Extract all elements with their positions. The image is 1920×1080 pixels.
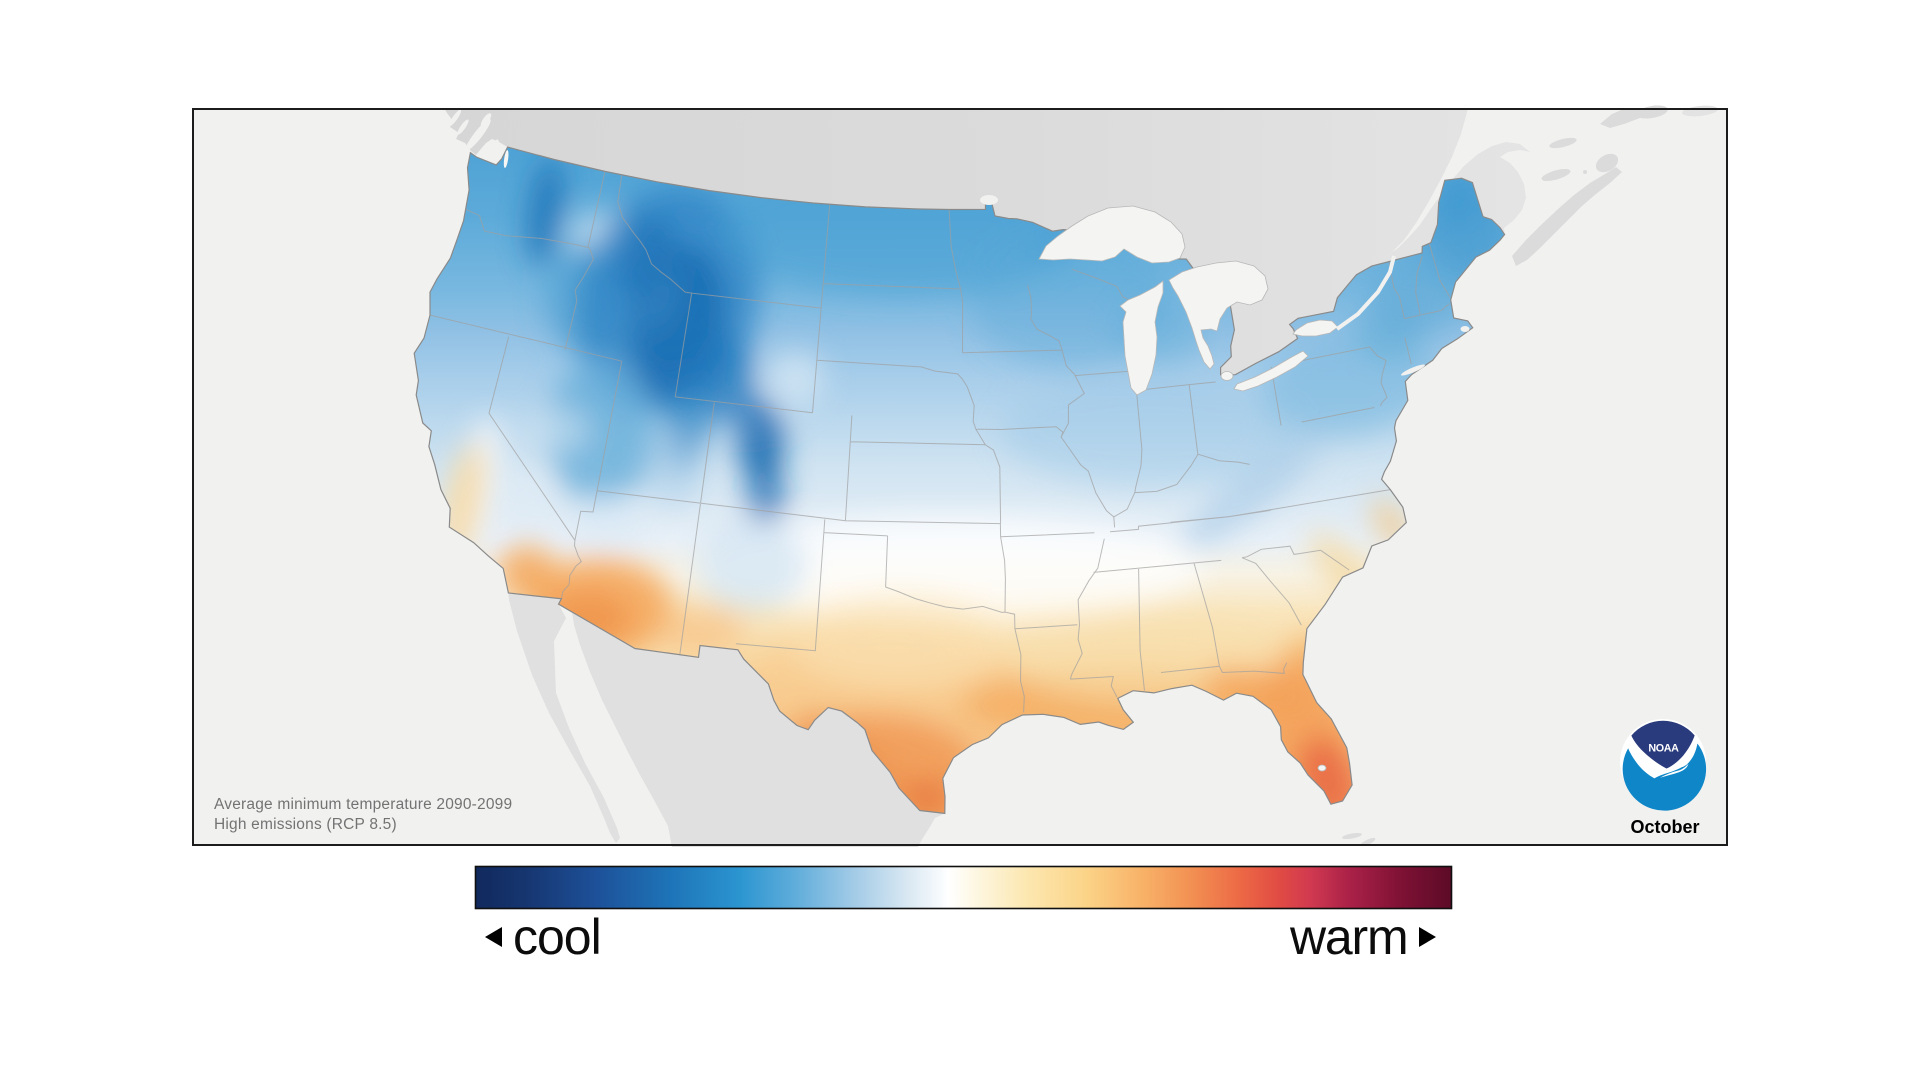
svg-text:NOAA: NOAA bbox=[1648, 742, 1679, 754]
